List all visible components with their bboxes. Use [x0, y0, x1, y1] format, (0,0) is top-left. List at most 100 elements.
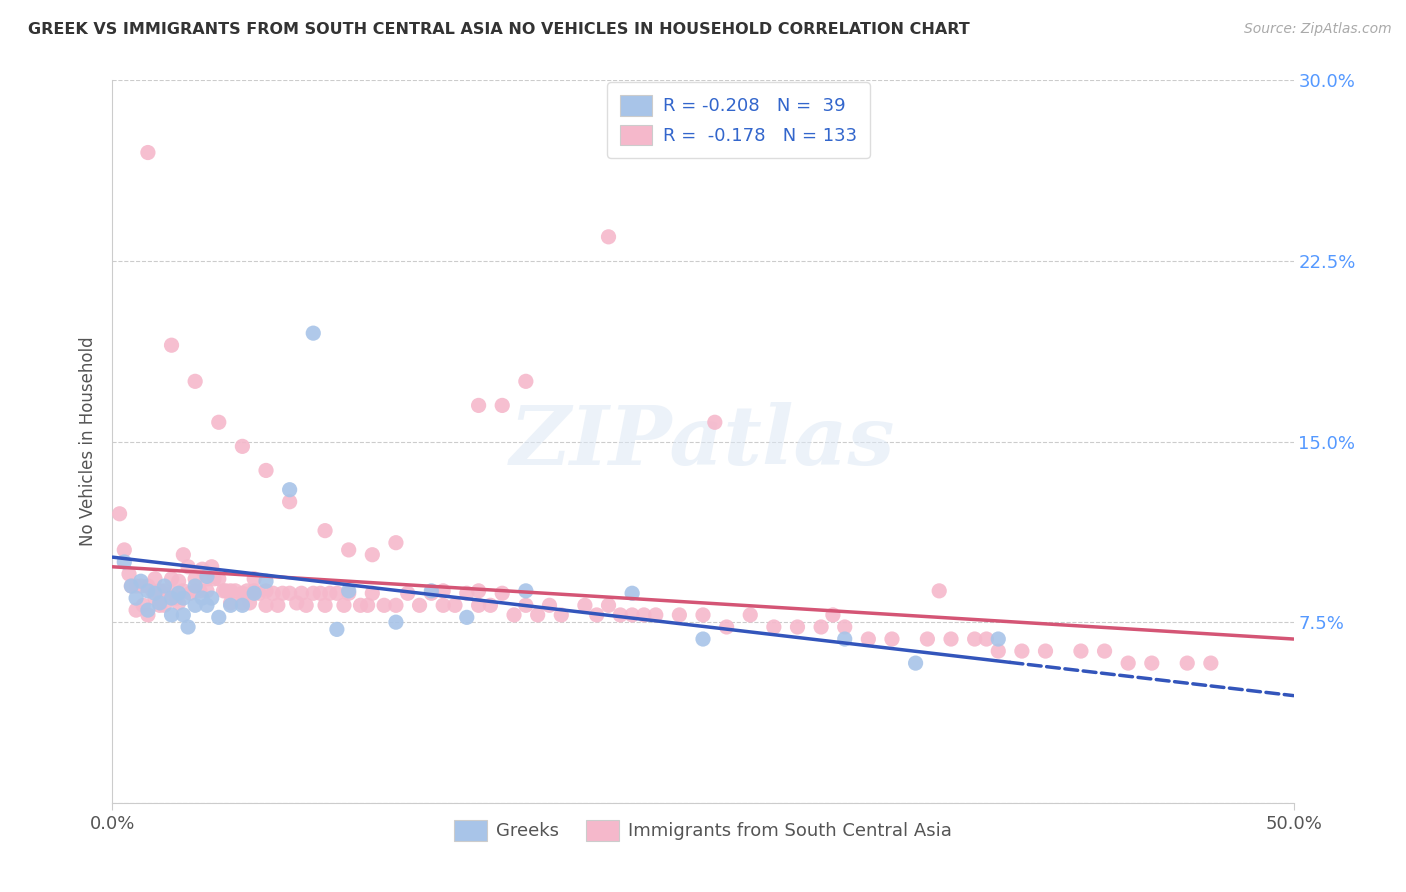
Point — [904, 656, 927, 670]
Point — [120, 579, 142, 593]
Point — [149, 599, 172, 613]
Point — [515, 599, 537, 613]
Point — [201, 591, 224, 605]
Point — [880, 632, 903, 646]
Point — [821, 607, 844, 622]
Point — [538, 599, 561, 613]
Point — [692, 632, 714, 646]
Point — [609, 607, 631, 622]
Point — [195, 572, 218, 586]
Point — [396, 586, 419, 600]
Point — [1116, 656, 1139, 670]
Point — [143, 572, 166, 586]
Point — [120, 579, 142, 593]
Point — [149, 583, 172, 598]
Point — [208, 610, 231, 624]
Point — [143, 591, 166, 605]
Point — [278, 586, 301, 600]
Point — [201, 559, 224, 574]
Point — [160, 591, 183, 605]
Point — [963, 632, 986, 646]
Point — [326, 623, 349, 637]
Point — [184, 579, 207, 593]
Point — [515, 583, 537, 598]
Point — [278, 494, 301, 508]
Point — [238, 596, 260, 610]
Point — [349, 599, 371, 613]
Text: GREEK VS IMMIGRANTS FROM SOUTH CENTRAL ASIA NO VEHICLES IN HOUSEHOLD CORRELATION: GREEK VS IMMIGRANTS FROM SOUTH CENTRAL A… — [28, 22, 970, 37]
Point — [254, 463, 277, 477]
Point — [585, 607, 607, 622]
Point — [326, 586, 349, 600]
Point — [834, 620, 856, 634]
Point — [987, 632, 1010, 646]
Point — [503, 607, 526, 622]
Point — [195, 599, 218, 613]
Point — [132, 599, 155, 613]
Point — [668, 607, 690, 622]
Point — [212, 583, 235, 598]
Point — [219, 583, 242, 598]
Legend: Greeks, Immigrants from South Central Asia: Greeks, Immigrants from South Central As… — [447, 813, 959, 848]
Point — [598, 599, 620, 613]
Point — [142, 583, 165, 598]
Point — [302, 326, 325, 340]
Point — [254, 583, 277, 598]
Point — [202, 572, 225, 586]
Point — [136, 603, 159, 617]
Point — [285, 596, 308, 610]
Point — [172, 583, 194, 598]
Point — [939, 632, 962, 646]
Point — [467, 599, 489, 613]
Point — [314, 524, 336, 538]
Point — [188, 583, 211, 598]
Point — [716, 620, 738, 634]
Point — [598, 230, 620, 244]
Point — [621, 586, 644, 600]
Point — [479, 599, 502, 613]
Point — [290, 586, 312, 600]
Point — [136, 583, 159, 598]
Point — [254, 599, 277, 613]
Point — [385, 599, 408, 613]
Point — [195, 583, 218, 598]
Point — [136, 145, 159, 160]
Point — [184, 572, 207, 586]
Point — [1070, 644, 1092, 658]
Point — [834, 632, 856, 646]
Point — [295, 599, 318, 613]
Point — [1199, 656, 1222, 670]
Point — [136, 579, 159, 593]
Point — [243, 583, 266, 598]
Point — [1035, 644, 1057, 658]
Point — [385, 535, 408, 549]
Point — [224, 583, 246, 598]
Point — [928, 583, 950, 598]
Point — [337, 542, 360, 557]
Point — [373, 599, 395, 613]
Point — [1094, 644, 1116, 658]
Point — [125, 591, 148, 605]
Point — [432, 583, 454, 598]
Point — [231, 439, 253, 453]
Point — [108, 507, 131, 521]
Point — [550, 607, 572, 622]
Point — [633, 607, 655, 622]
Point — [167, 586, 190, 600]
Point — [231, 586, 253, 600]
Point — [917, 632, 939, 646]
Point — [208, 572, 231, 586]
Point — [215, 583, 238, 598]
Point — [432, 599, 454, 613]
Point — [172, 591, 194, 605]
Point — [302, 586, 325, 600]
Point — [247, 586, 270, 600]
Point — [167, 596, 190, 610]
Point — [491, 586, 513, 600]
Point — [184, 374, 207, 388]
Text: Source: ZipAtlas.com: Source: ZipAtlas.com — [1244, 22, 1392, 37]
Point — [444, 599, 467, 613]
Point — [160, 572, 183, 586]
Point — [319, 586, 342, 600]
Point — [191, 591, 214, 605]
